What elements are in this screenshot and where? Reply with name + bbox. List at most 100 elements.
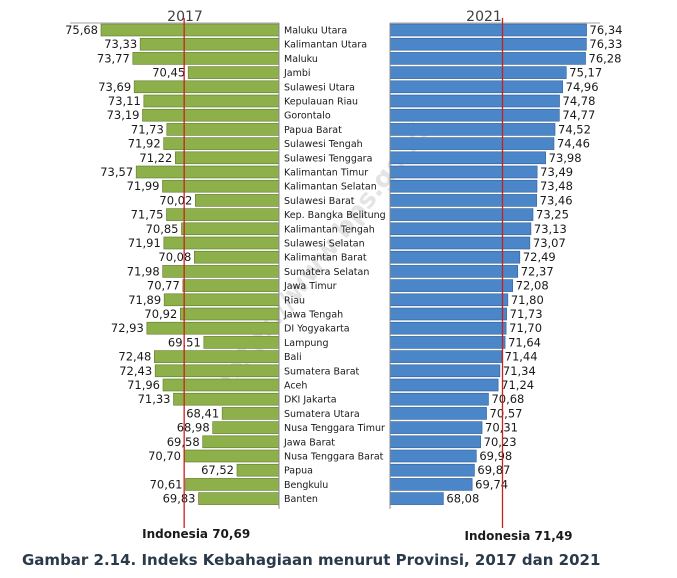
bar-2017-sulawesi-tengah bbox=[163, 137, 280, 150]
bar-2017-sulawesi-tenggara bbox=[175, 151, 280, 165]
reference-label-2021: Indonesia 71,49 bbox=[464, 529, 572, 543]
bar-2021-jawa-timur bbox=[389, 279, 514, 292]
category-label-lampung: Lampung bbox=[284, 338, 328, 349]
bar-2017-gorontalo bbox=[142, 108, 280, 122]
category-label-jawa-tengah: Jawa Tengah bbox=[283, 310, 343, 321]
value-label-2021-bali: 71,44 bbox=[505, 350, 538, 364]
category-label-sulawesi-tengah: Sulawesi Tengah bbox=[284, 139, 363, 150]
value-label-2021-lampung: 71,64 bbox=[508, 335, 541, 349]
value-label-2021-kalimantan-barat: 72,49 bbox=[523, 250, 556, 264]
year-header-2017: 2017 bbox=[167, 9, 203, 25]
value-label-2021-jawa-barat: 70,23 bbox=[484, 435, 517, 449]
value-label-2017-sulawesi-utara: 73,69 bbox=[98, 80, 131, 94]
value-label-2017-sumatera-utara: 68,41 bbox=[186, 406, 219, 420]
bar-2021-sulawesi-selatan bbox=[389, 236, 531, 250]
value-label-2017-kep-bangka-belitung: 71,75 bbox=[131, 208, 164, 222]
value-label-2017-nusa-tenggara-timur: 68,98 bbox=[177, 421, 210, 435]
category-label-dki-jakarta: DKI Jakarta bbox=[284, 395, 337, 406]
bar-2017-bengkulu bbox=[185, 478, 280, 491]
value-label-2021-sulawesi-selatan: 73,07 bbox=[533, 236, 566, 250]
bar-2021-bali bbox=[389, 350, 502, 363]
bar-2017-maluku-utara bbox=[100, 23, 280, 37]
value-label-2017-sulawesi-barat: 70,02 bbox=[159, 193, 192, 207]
bar-2021-riau bbox=[389, 293, 509, 307]
value-label-2017-jawa-barat: 69,58 bbox=[167, 435, 200, 449]
value-label-2021-jawa-timur: 72,08 bbox=[516, 279, 549, 293]
value-label-2017-bengkulu: 70,61 bbox=[150, 477, 183, 491]
category-label-sulawesi-utara: Sulawesi Utara bbox=[284, 82, 355, 93]
value-label-2017-sulawesi-tenggara: 71,22 bbox=[139, 151, 172, 165]
bar-2021-maluku bbox=[389, 52, 586, 65]
bar-2017-di-yogyakarta bbox=[146, 321, 280, 335]
category-label-kalimantan-timur: Kalimantan Timur bbox=[284, 168, 368, 179]
category-label-kep-bangka-belitung: Kep. Bangka Belitung bbox=[284, 210, 386, 221]
value-label-2017-sulawesi-tengah: 71,92 bbox=[128, 137, 161, 151]
bar-2021-jambi bbox=[389, 66, 567, 79]
value-label-2021-kalimantan-utara: 76,33 bbox=[589, 37, 622, 51]
category-label-sumatera-utara: Sumatera Utara bbox=[284, 409, 360, 420]
bar-2021-kalimantan-selatan bbox=[389, 179, 538, 193]
value-label-2021-sulawesi-barat: 73,46 bbox=[540, 193, 573, 207]
bar-2021-banten bbox=[389, 492, 444, 505]
value-label-2021-jawa-tengah: 71,73 bbox=[510, 307, 543, 321]
category-label-di-yogyakarta: DI Yogyakarta bbox=[284, 324, 350, 335]
category-label-papua-barat: Papua Barat bbox=[284, 125, 342, 136]
value-label-2021-sumatera-barat: 71,34 bbox=[503, 364, 536, 378]
category-label-bali: Bali bbox=[284, 352, 302, 363]
bar-2021-papua-barat bbox=[389, 123, 556, 136]
value-label-2017-jawa-tengah: 70,92 bbox=[144, 307, 177, 321]
bar-2017-sumatera-barat bbox=[154, 364, 280, 378]
bar-2021-aceh bbox=[389, 378, 499, 392]
value-label-2021-riau: 71,80 bbox=[511, 293, 544, 307]
bar-2021-sulawesi-utara bbox=[389, 80, 563, 94]
bar-2017-jawa-timur bbox=[182, 279, 280, 292]
value-label-2021-sulawesi-tengah: 74,46 bbox=[557, 137, 590, 151]
category-label-kepulauan-riau: Kepulauan Riau bbox=[284, 97, 358, 108]
bar-2017-jawa-tengah bbox=[180, 307, 280, 321]
value-label-2021-sumatera-selatan: 72,37 bbox=[521, 264, 554, 278]
reference-label-2017: Indonesia 70,69 bbox=[142, 527, 250, 541]
value-label-2017-kalimantan-utara: 73,33 bbox=[104, 37, 137, 51]
category-label-banten: Banten bbox=[284, 494, 318, 505]
bar-2017-sulawesi-barat bbox=[195, 194, 280, 207]
category-label-bengkulu: Bengkulu bbox=[284, 480, 328, 491]
value-label-2021-papua: 69,87 bbox=[477, 463, 510, 477]
bar-2017-kepulauan-riau bbox=[143, 94, 280, 108]
value-label-2017-kepulauan-riau: 73,11 bbox=[108, 94, 141, 108]
value-label-2017-aceh: 71,96 bbox=[127, 378, 160, 392]
value-label-2017-kalimantan-timur: 73,57 bbox=[100, 165, 133, 179]
value-label-2021-sulawesi-utara: 74,96 bbox=[566, 80, 599, 94]
bar-2017-sumatera-utara bbox=[221, 407, 280, 420]
value-label-2021-jambi: 75,17 bbox=[569, 66, 602, 80]
bar-2017-bali bbox=[154, 350, 280, 363]
bar-2021-papua bbox=[389, 463, 475, 477]
category-label-sulawesi-tenggara: Sulawesi Tenggara bbox=[284, 153, 372, 164]
category-label-riau: Riau bbox=[284, 295, 305, 306]
value-label-2021-kep-bangka-belitung: 73,25 bbox=[536, 208, 569, 222]
value-label-2017-gorontalo: 73,19 bbox=[107, 108, 140, 122]
value-label-2021-papua-barat: 74,52 bbox=[558, 122, 591, 136]
value-label-2017-bali: 72,48 bbox=[118, 350, 151, 364]
value-label-2021-sulawesi-tenggara: 73,98 bbox=[549, 151, 582, 165]
bar-2021-maluku-utara bbox=[389, 23, 587, 37]
value-label-2017-sulawesi-selatan: 71,91 bbox=[128, 236, 161, 250]
bar-2017-kep-bangka-belitung bbox=[166, 208, 280, 221]
value-label-2021-nusa-tenggara-barat: 69,98 bbox=[479, 449, 512, 463]
category-label-nusa-tenggara-timur: Nusa Tenggara Timur bbox=[284, 423, 385, 434]
value-label-2017-jawa-timur: 70,77 bbox=[147, 279, 180, 293]
value-label-2017-banten: 69,83 bbox=[163, 492, 196, 506]
value-label-2021-nusa-tenggara-timur: 70,31 bbox=[485, 421, 518, 435]
bar-2021-jawa-tengah bbox=[389, 307, 507, 321]
value-label-2021-banten: 68,08 bbox=[446, 492, 479, 506]
bar-2017-kalimantan-tengah bbox=[181, 222, 280, 236]
value-label-2021-kalimantan-selatan: 73,48 bbox=[540, 179, 573, 193]
bar-2017-nusa-tenggara-timur bbox=[212, 421, 280, 434]
value-label-2017-di-yogyakarta: 72,93 bbox=[111, 321, 144, 335]
value-label-2021-kalimantan-timur: 73,49 bbox=[540, 165, 573, 179]
bar-2017-lampung bbox=[203, 336, 280, 349]
bar-2017-aceh bbox=[162, 378, 280, 392]
value-label-2021-kepulauan-riau: 74,78 bbox=[563, 94, 596, 108]
bar-2021-kalimantan-barat bbox=[389, 250, 521, 264]
bar-2017-papua bbox=[236, 463, 280, 477]
bar-2021-dki-jakarta bbox=[389, 392, 489, 406]
